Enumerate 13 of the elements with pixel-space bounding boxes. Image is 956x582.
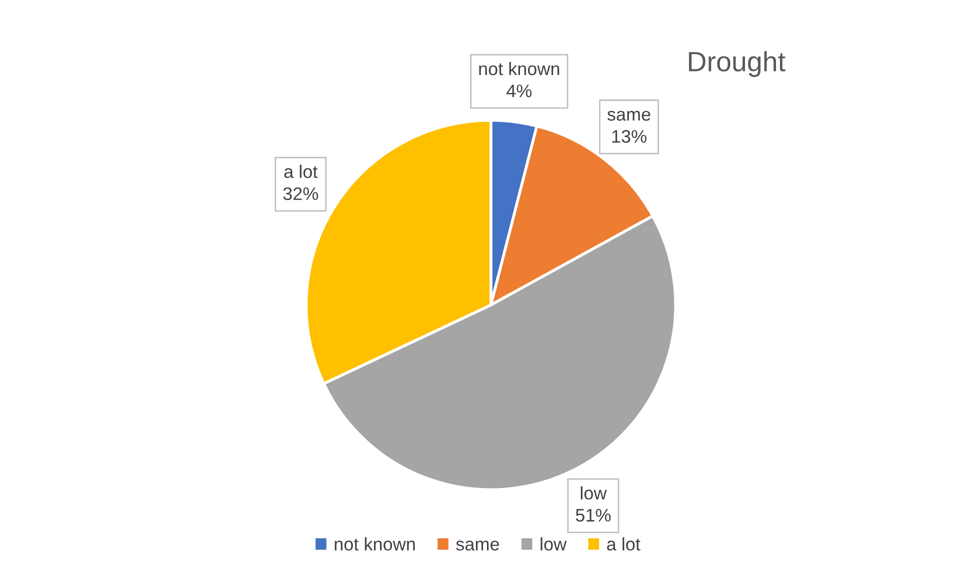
slice-label: not known (479, 62, 560, 76)
text: Drought (688, 51, 786, 77)
data-label: 32% (283, 187, 318, 200)
legend-label: not known (334, 537, 415, 551)
slice-label: low (580, 486, 607, 500)
legend-label: low (540, 537, 567, 551)
data-label: 51% (576, 508, 611, 522)
slice-label: a lot (284, 164, 318, 178)
slice-label: same (607, 110, 650, 121)
data-label: 4% (506, 84, 532, 98)
legend-label: same (456, 540, 499, 551)
legend-label: a lot (607, 537, 640, 551)
data-label: 13% (612, 130, 646, 143)
